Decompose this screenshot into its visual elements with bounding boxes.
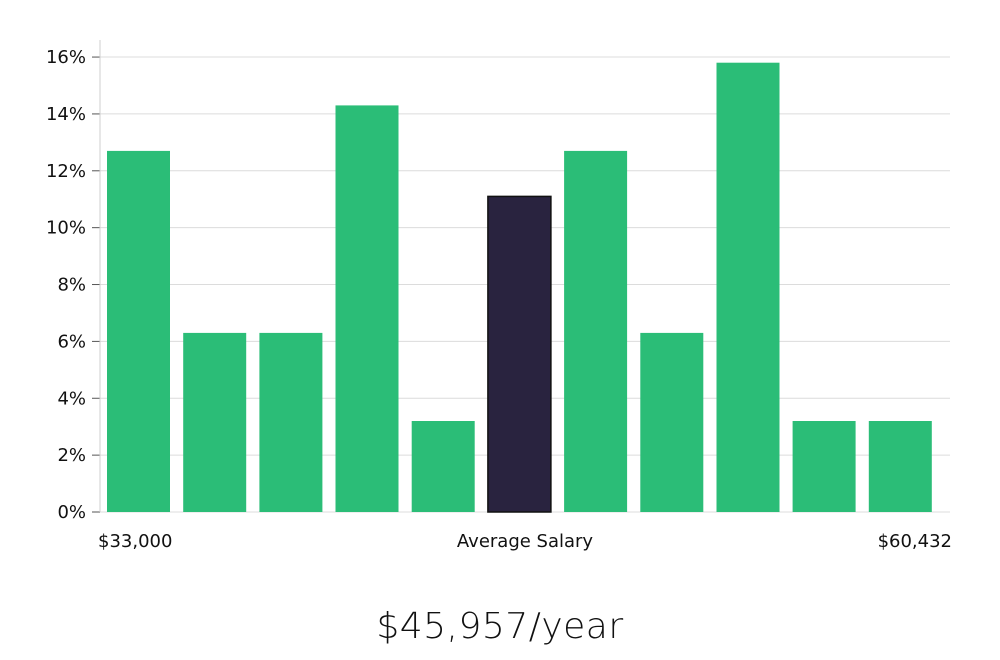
average-salary-value: $45,957/year xyxy=(376,606,624,647)
x-axis-title: Average Salary xyxy=(457,531,594,552)
x-min-label: $33,000 xyxy=(98,531,172,552)
y-tick-label: 16% xyxy=(46,47,86,68)
bar xyxy=(107,150,170,512)
y-tick-label: 6% xyxy=(57,331,86,352)
bar xyxy=(335,105,399,513)
bar xyxy=(564,150,628,512)
bar-highlight xyxy=(487,195,552,513)
bar xyxy=(259,332,323,512)
y-axis-ticks: 0% 2% 4% 6% 8% 10% 12% 14% 16% xyxy=(46,47,100,523)
y-tick-label: 0% xyxy=(57,502,86,523)
y-tick-label: 10% xyxy=(46,218,86,239)
bar xyxy=(868,421,932,512)
bar xyxy=(183,332,247,512)
bar xyxy=(792,421,856,512)
bar xyxy=(640,332,704,512)
bars xyxy=(107,62,932,513)
y-tick-label: 14% xyxy=(46,104,86,125)
bar xyxy=(411,421,475,512)
y-tick-label: 8% xyxy=(57,275,86,296)
y-tick-label: 2% xyxy=(57,445,86,466)
y-tick-label: 12% xyxy=(46,161,86,182)
bar xyxy=(716,62,780,512)
salary-distribution-chart: 0% 2% 4% 6% 8% 10% 12% 14% 16% $33,000 Average S… xyxy=(46,40,952,552)
x-max-label: $60,432 xyxy=(878,531,952,552)
y-tick-label: 4% xyxy=(57,388,86,409)
